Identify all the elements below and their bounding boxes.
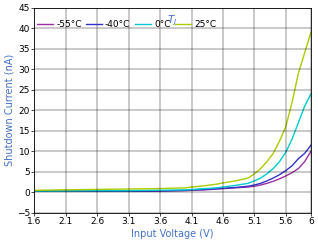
25°C	[290, 101, 294, 104]
-40°C	[252, 183, 256, 186]
-55°C	[265, 182, 269, 185]
-40°C	[296, 157, 300, 160]
0°C	[58, 190, 61, 193]
-40°C	[265, 179, 269, 182]
-55°C	[121, 190, 124, 193]
0°C	[202, 187, 206, 190]
25°C	[215, 183, 218, 186]
-40°C	[303, 152, 307, 155]
-55°C	[152, 190, 156, 193]
-55°C	[183, 189, 187, 192]
-40°C	[121, 190, 124, 193]
-55°C	[303, 160, 307, 163]
0°C	[183, 188, 187, 191]
25°C	[202, 184, 206, 187]
-55°C	[252, 185, 256, 188]
Line: -40°C: -40°C	[34, 145, 311, 191]
25°C	[234, 179, 238, 182]
Y-axis label: Shutdown Current (nA): Shutdown Current (nA)	[4, 54, 14, 166]
-55°C	[278, 177, 281, 180]
25°C	[296, 72, 300, 75]
-40°C	[152, 190, 156, 193]
-55°C	[271, 180, 275, 183]
-55°C	[58, 190, 61, 193]
25°C	[284, 125, 288, 128]
0°C	[265, 173, 269, 175]
X-axis label: Input Voltage (V): Input Voltage (V)	[131, 229, 214, 239]
-40°C	[32, 190, 36, 193]
Legend: -55°C, -40°C, 0°C, 25°C: -55°C, -40°C, 0°C, 25°C	[37, 20, 216, 29]
0°C	[234, 184, 238, 187]
25°C	[309, 31, 313, 34]
Line: -55°C: -55°C	[34, 151, 311, 191]
0°C	[303, 105, 307, 108]
-40°C	[89, 190, 93, 193]
-55°C	[190, 189, 193, 192]
0°C	[252, 179, 256, 182]
-40°C	[259, 182, 263, 185]
0°C	[290, 138, 294, 140]
-55°C	[290, 171, 294, 174]
0°C	[89, 189, 93, 192]
25°C	[190, 186, 193, 189]
-55°C	[246, 186, 250, 189]
0°C	[309, 92, 313, 95]
0°C	[278, 160, 281, 163]
-40°C	[290, 164, 294, 167]
0°C	[296, 121, 300, 124]
Line: 25°C: 25°C	[34, 32, 311, 190]
25°C	[259, 167, 263, 170]
-55°C	[215, 188, 218, 191]
25°C	[89, 188, 93, 191]
0°C	[271, 167, 275, 170]
25°C	[271, 152, 275, 155]
-55°C	[89, 190, 93, 193]
0°C	[152, 189, 156, 192]
25°C	[303, 51, 307, 54]
-40°C	[278, 173, 281, 176]
25°C	[183, 186, 187, 189]
25°C	[152, 187, 156, 190]
-55°C	[32, 190, 36, 193]
-40°C	[183, 189, 187, 192]
-55°C	[202, 188, 206, 191]
25°C	[265, 160, 269, 163]
-40°C	[309, 144, 313, 147]
0°C	[246, 182, 250, 185]
-40°C	[190, 188, 193, 191]
25°C	[58, 188, 61, 191]
-40°C	[221, 187, 225, 190]
-40°C	[215, 187, 218, 190]
-40°C	[202, 188, 206, 191]
Line: 0°C: 0°C	[34, 94, 311, 191]
-55°C	[234, 186, 238, 189]
-55°C	[259, 183, 263, 186]
25°C	[246, 177, 250, 180]
25°C	[278, 139, 281, 142]
-40°C	[234, 186, 238, 189]
0°C	[284, 151, 288, 154]
0°C	[32, 190, 36, 193]
25°C	[252, 173, 256, 175]
-40°C	[284, 169, 288, 172]
25°C	[221, 182, 225, 184]
25°C	[32, 189, 36, 192]
-40°C	[246, 185, 250, 188]
0°C	[221, 186, 225, 189]
0°C	[259, 177, 263, 180]
0°C	[215, 186, 218, 189]
-55°C	[284, 174, 288, 177]
0°C	[190, 188, 193, 191]
-55°C	[221, 187, 225, 190]
-55°C	[296, 167, 300, 170]
25°C	[121, 188, 124, 191]
-40°C	[271, 177, 275, 180]
0°C	[121, 189, 124, 192]
Text: T$_J$: T$_J$	[168, 14, 178, 28]
-40°C	[58, 190, 61, 193]
-55°C	[309, 150, 313, 153]
